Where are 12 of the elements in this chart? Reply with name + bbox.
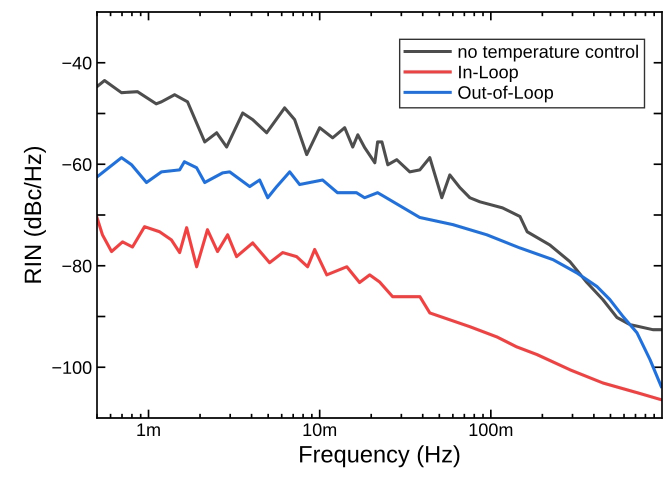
y-tick-label: −100 [52, 361, 92, 374]
y-tick-label: −60 [62, 158, 92, 171]
legend-label: Out-of-Loop [458, 86, 554, 102]
x-tick-label: 100m [470, 423, 512, 436]
x-tick-label: 1m [137, 424, 160, 436]
legend-label: no temperature control [458, 44, 638, 62]
legend-label: In-Loop [459, 66, 518, 82]
x-axis-title: Frequency (Hz) [300, 445, 460, 468]
y-axis-title: RIN (dBc/Hz) [24, 146, 46, 283]
x-tick-label: 10m [304, 423, 336, 436]
y-tick-label: −40 [62, 56, 92, 70]
y-tick-label: −80 [62, 260, 92, 272]
